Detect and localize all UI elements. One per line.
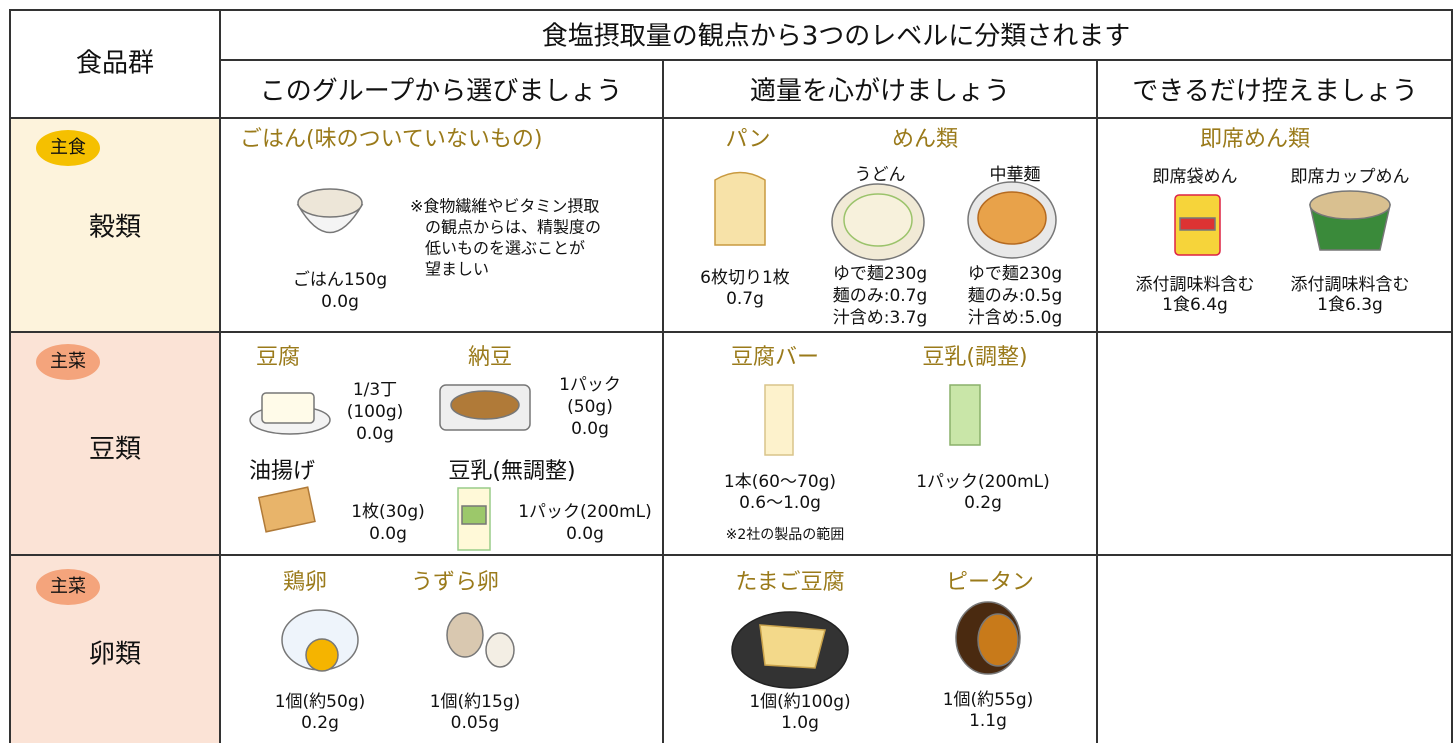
label: 汁含め:5.0g [968,308,1063,328]
backgrounds [10,118,220,743]
grid [9,9,1453,743]
label: 0.0g [566,524,604,544]
label: 食塩摂取量の観点から3つのレベルに分類されます [542,22,1131,52]
label: 0.2g [301,713,339,733]
label: 1/3丁 [353,380,397,400]
label: パン [725,127,770,152]
label: 麺のみ:0.7g [833,286,928,306]
label: ゆで麺230g [833,264,927,284]
label: 豆腐バー [731,345,819,370]
label: 汁含め:3.7g [833,308,928,328]
label: 0.6〜1.0g [739,493,821,513]
label: うどん [855,165,906,185]
label: 1枚(30g) [351,502,425,522]
label: 添付調味料含む [1291,275,1410,295]
label: 0.0g [369,524,407,544]
label: ごはん(味のついていないもの) [240,127,543,152]
label: 望ましい [425,260,489,279]
label: 1パック [559,375,621,395]
label: ピータン [946,570,1034,595]
label: 0.05g [451,713,500,733]
label: 鶏卵 [283,570,327,595]
label: 納豆 [468,345,512,370]
label: 低いものを選ぶことが [425,239,585,258]
label: 0.2g [964,493,1002,513]
label: 豆腐 [256,345,300,370]
label: 麺のみ:0.5g [968,286,1063,306]
label: ごはん150g [293,270,387,290]
label: ※食物繊維やビタミン摂取 [410,197,599,216]
label: 0.0g [321,292,359,312]
label: (100g) [347,402,404,422]
label: 1食6.4g [1162,295,1228,315]
label: このグループから選びましょう [260,77,622,107]
label: 1パック(200mL) [916,472,1050,492]
label: 豆乳(無調整) [448,459,575,484]
label: 中華麺 [990,165,1041,185]
label: うずら卵 [411,570,499,595]
label: ゆで麺230g [968,264,1062,284]
label: 主菜 [50,576,86,597]
label: 1個(約50g) [275,692,366,712]
label: 1本(60〜70g) [724,472,836,492]
illustrations [249,171,1391,689]
label: 豆類 [89,435,141,465]
label: 主菜 [50,351,86,372]
label: 添付調味料含む [1136,275,1255,295]
label: 油揚げ [249,459,315,484]
label: 1食6.3g [1317,295,1383,315]
label: できるだけ控えましょう [1132,77,1417,107]
label: 1個(約100g) [749,692,850,712]
label: 豆乳(調整) [922,345,1027,370]
label: 0.7g [726,289,764,309]
label: 1個(約55g) [943,690,1034,710]
label: (50g) [567,397,613,417]
label: 0.0g [571,419,609,439]
label: 卵類 [89,640,141,670]
label: 1.1g [969,711,1007,731]
label: 1.0g [781,713,819,733]
label: たまご豆腐 [735,570,844,595]
label: 適量を心がけましょう [750,77,1010,107]
label: 0.0g [356,424,394,444]
label: 即席カップめん [1291,167,1410,187]
label: 1個(約15g) [430,692,521,712]
label: ※2社の製品の範囲 [726,526,845,543]
label: 食品群 [76,49,154,79]
label: 主食 [50,137,86,158]
label: の観点からは、精製度の [425,218,601,237]
label: 穀類 [89,213,141,243]
label: 1パック(200mL) [518,502,652,522]
label: めん類 [892,127,958,152]
label: 6枚切り1枚 [700,268,790,288]
label: 即席袋めん [1153,167,1238,187]
label: 即席めん類 [1200,127,1310,152]
